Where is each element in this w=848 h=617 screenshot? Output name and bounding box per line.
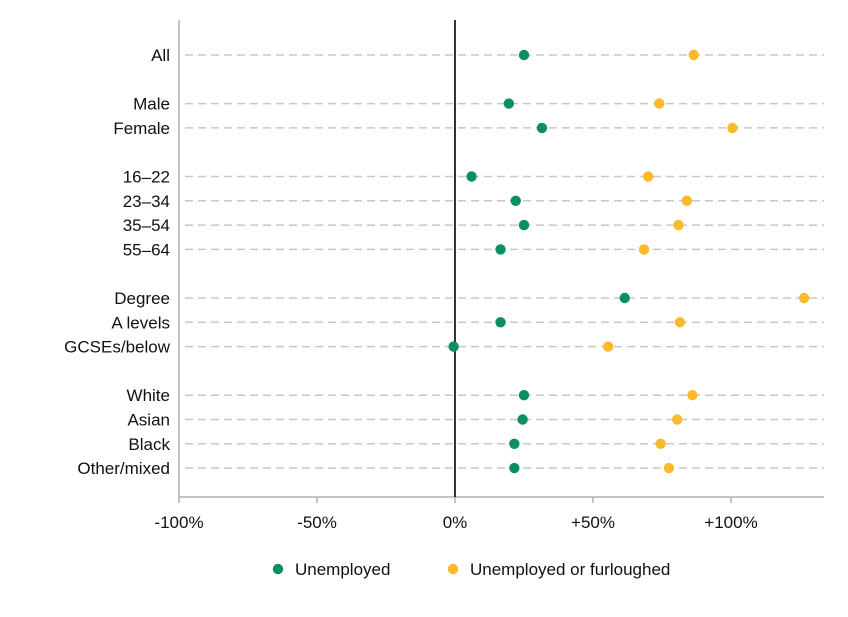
unemployed-point: [495, 244, 506, 255]
unemployed-or-furloughed-point: [727, 122, 738, 134]
unemployed-or-furloughed-point: [687, 390, 698, 401]
x-tick-label: 0%: [443, 513, 468, 532]
unemployed-point: [517, 414, 528, 425]
category-label: Black: [128, 435, 170, 454]
category-label: Male: [133, 95, 170, 114]
unemployed-point: [495, 317, 506, 328]
category-label: Female: [113, 119, 170, 138]
unemployed-or-furloughed-point: [638, 244, 650, 255]
unemployed-point: [518, 390, 530, 401]
unemployed-or-furloughed-point: [663, 462, 675, 474]
x-tick-label: +50%: [571, 513, 615, 532]
gridlines: [185, 54, 824, 469]
x-tick-label: +100%: [704, 513, 757, 532]
unemployed-point: [536, 122, 548, 134]
category-label: All: [151, 46, 170, 65]
unemployed-point: [503, 98, 515, 109]
unemployed-or-furloughed-point: [681, 195, 693, 206]
legend-label: Unemployed: [295, 560, 390, 579]
unemployed-point: [518, 219, 530, 231]
x-axis-ticks: -100% -50% 0% +50% +100%: [154, 497, 758, 532]
category-label: Degree: [114, 289, 170, 308]
unemployed-or-furloughed-point: [688, 49, 699, 61]
unemployed-point: [518, 49, 530, 61]
unemployed-point: [510, 195, 521, 206]
legend-label: Unemployed or furloughed: [470, 560, 670, 579]
unemployed-or-furloughed-point: [673, 219, 684, 231]
x-tick-label: -100%: [154, 513, 203, 532]
category-label: 35–54: [123, 216, 170, 235]
category-label: White: [127, 386, 170, 405]
unemployed-or-furloughed-point: [602, 341, 614, 352]
category-label: A levels: [111, 313, 170, 332]
unemployed-point: [619, 292, 630, 304]
legend-marker: [447, 563, 459, 575]
unemployed-or-furloughed-point: [671, 414, 683, 425]
data-points: [448, 49, 810, 474]
unemployed-or-furloughed-point: [654, 98, 665, 109]
unemployed-point: [448, 341, 459, 352]
unemployed-point: [509, 438, 520, 449]
category-label: Asian: [127, 411, 170, 430]
legend: Unemployed Unemployed or furloughed: [272, 560, 670, 579]
category-label: 16–22: [123, 168, 170, 187]
x-tick-label: -50%: [297, 513, 337, 532]
unemployed-or-furloughed-point: [643, 171, 654, 182]
category-label: 23–34: [123, 192, 170, 211]
legend-marker: [272, 563, 284, 575]
category-label: GCSEs/below: [64, 338, 171, 357]
unemployed-or-furloughed-point: [674, 317, 686, 328]
category-label: 55–64: [123, 240, 170, 259]
unemployed-point: [509, 462, 520, 474]
category-label: Other/mixed: [77, 459, 170, 478]
unemployed-point: [466, 171, 477, 182]
unemployed-or-furloughed-point: [798, 292, 810, 304]
category-labels: All Male Female 16–22 23–34 35–54 55–64 Degree A…: [64, 46, 171, 478]
unemployed-or-furloughed-point: [655, 438, 666, 449]
